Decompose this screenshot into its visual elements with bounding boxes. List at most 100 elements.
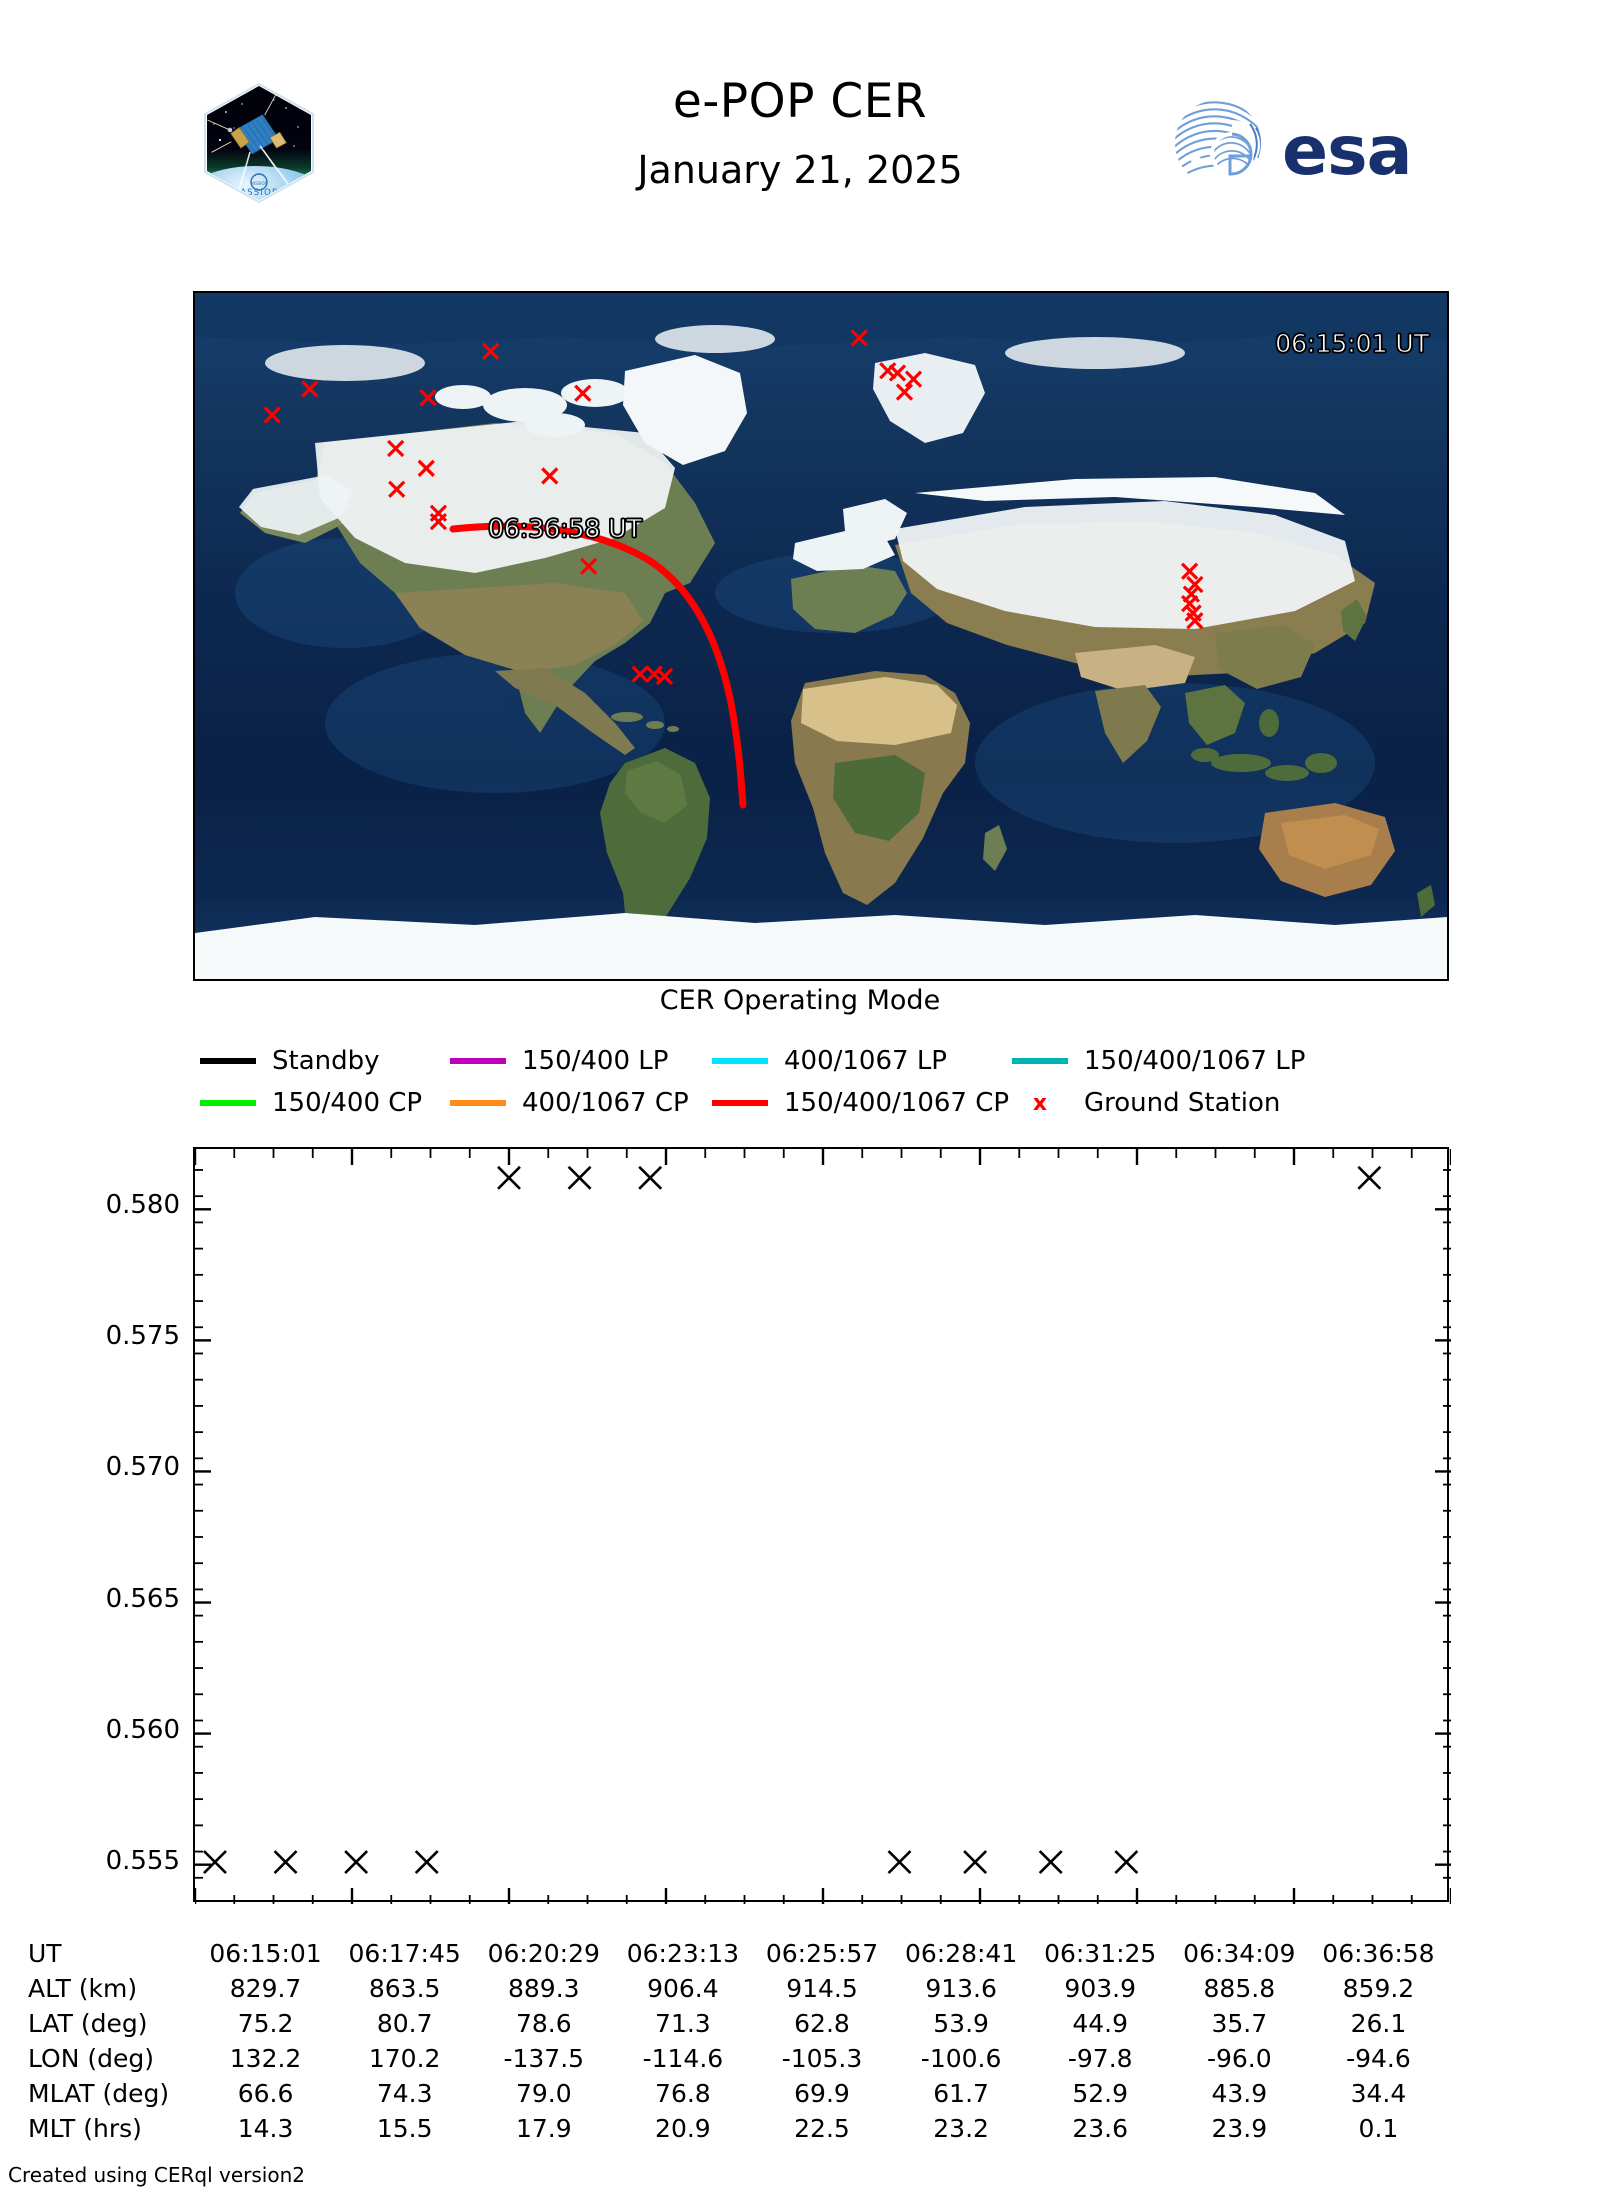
table-cell: 20.9 xyxy=(655,2114,711,2143)
legend-swatch-150-400-cp xyxy=(200,1100,256,1106)
footer-credit: Created using CERql version2 xyxy=(8,2163,305,2187)
ground-station-marker xyxy=(631,665,649,683)
table-cell: 78.6 xyxy=(515,2009,572,2038)
ground-station-marker xyxy=(417,459,435,477)
y-tick-label: 0.565 xyxy=(105,1583,180,1614)
table-cell: 26.1 xyxy=(1350,2009,1407,2038)
ground-station-marker xyxy=(1181,562,1199,580)
table-cell: 43.9 xyxy=(1211,2079,1268,2108)
data-point-marker xyxy=(567,1165,592,1190)
legend-row-1: Standby 150/400 LP 400/1067 LP 150/400/1… xyxy=(200,1040,1450,1082)
table-cell: 76.8 xyxy=(655,2079,711,2108)
table-cell: 35.7 xyxy=(1211,2009,1268,2038)
ground-station-markers xyxy=(263,329,1204,686)
table-cell: 71.3 xyxy=(655,2009,711,2038)
table-row: LAT (deg) 75.2 80.7 78.6 71.3 62.8 53.9 44.9 35.… xyxy=(28,2006,1448,2041)
table-cell: 914.5 xyxy=(786,1974,858,2003)
legend-swatch-standby xyxy=(200,1058,256,1064)
esa-logo-icon: esa xyxy=(1170,98,1460,191)
legend-swatch-150-400-lp xyxy=(450,1058,506,1064)
satellite-ground-track xyxy=(449,522,747,809)
table-cell: 859.2 xyxy=(1342,1974,1415,2003)
table-cell: 66.6 xyxy=(237,2079,294,2108)
legend-label-ground-station: Ground Station xyxy=(1084,1088,1281,1118)
y-tick-label: 0.575 xyxy=(105,1321,180,1352)
table-cell: 06:25:57 xyxy=(765,1939,879,1968)
table-cell: 913.6 xyxy=(925,1974,997,2003)
plot-axis-ticks xyxy=(195,1149,1451,1904)
legend-item-150-400-1067-lp: 150/400/1067 LP xyxy=(1012,1046,1342,1076)
table-row: MLT (hrs) 14.3 15.5 17.9 20.9 22.5 23.2 23.6 23.… xyxy=(28,2111,1448,2146)
ground-station-marker xyxy=(429,513,448,531)
ephemeris-data-table: UT 06:15:01 06:17:45 06:20:29 06:23:13 06:25:… xyxy=(28,1936,1448,2146)
table-cell: 170.2 xyxy=(368,2044,441,2073)
ground-station-marker xyxy=(481,342,500,360)
world-map-svg xyxy=(195,293,1447,979)
legend: Standby 150/400 LP 400/1067 LP 150/400/1… xyxy=(200,1040,1450,1124)
table-cell: 14.3 xyxy=(237,2114,294,2143)
table-row-header: MLAT (deg) xyxy=(28,2079,170,2108)
legend-label-150-400-1067-lp: 150/400/1067 LP xyxy=(1084,1046,1306,1076)
table-row: ALT (km) 829.7 863.5 889.3 906.4 914.5 913.6 90… xyxy=(28,1971,1448,2006)
table-row: UT 06:15:01 06:17:45 06:20:29 06:23:13 06:25:… xyxy=(28,1936,1448,1971)
data-point-marker xyxy=(414,1850,439,1874)
table-cell: 885.8 xyxy=(1203,1974,1276,2003)
map-start-time-label: 06:15:01 UT xyxy=(1275,329,1430,359)
plot-y-tick-labels: 0.580 0.575 0.570 0.565 0.560 0.555 xyxy=(10,1147,180,1902)
ground-station-x-icon: x xyxy=(1032,1090,1048,1116)
ground-station-marker xyxy=(301,380,319,398)
ground-station-marker xyxy=(574,384,592,402)
cer-current-plot xyxy=(193,1147,1451,1904)
ground-station-marker xyxy=(388,480,406,498)
legend-item-standby: Standby xyxy=(200,1046,450,1076)
data-point-marker xyxy=(273,1850,298,1874)
table-row-header: MLT (hrs) xyxy=(28,2114,142,2143)
table-cell: -137.5 xyxy=(503,2044,585,2073)
legend-title: CER Operating Mode xyxy=(659,985,941,1016)
ground-station-marker xyxy=(850,329,868,347)
table-cell: -100.6 xyxy=(920,2044,1002,2073)
data-point-marker xyxy=(887,1850,912,1874)
legend-swatch-150-400-1067-lp xyxy=(1012,1058,1068,1064)
data-point-marker xyxy=(1357,1165,1382,1190)
table-row-header: UT xyxy=(28,1939,62,1968)
table-row: MLAT (deg) 66.6 74.3 79.0 76.8 69.9 61.7 52.9 43… xyxy=(28,2076,1448,2111)
ground-station-marker xyxy=(655,667,674,686)
svg-text:MISSION: MISSION xyxy=(250,181,267,186)
legend-label-150-400-1067-cp: 150/400/1067 CP xyxy=(784,1088,1010,1118)
ground-station-marker xyxy=(387,439,405,458)
title-block: e-POP CER January 21, 2025 xyxy=(400,78,1200,189)
data-point-marker xyxy=(1114,1850,1139,1874)
page-title: e-POP CER xyxy=(672,74,928,129)
ground-station-marker xyxy=(895,383,914,401)
cassiope-logo-text: CASSIOPE xyxy=(233,188,285,198)
table-cell: 22.5 xyxy=(794,2114,850,2143)
table-cell: 0.1 xyxy=(1358,2114,1399,2143)
table-cell: 44.9 xyxy=(1072,2009,1129,2038)
table-cell: 906.4 xyxy=(647,1974,719,2003)
y-tick-label: 0.570 xyxy=(105,1452,180,1483)
table-cell: 74.3 xyxy=(376,2079,433,2108)
table-cell: 889.3 xyxy=(507,1974,580,2003)
esa-logo-text: esa xyxy=(1282,112,1411,188)
legend-item-150-400-cp: 150/400 CP xyxy=(200,1088,450,1118)
table-cell: 34.4 xyxy=(1350,2079,1407,2108)
table-cell: 863.5 xyxy=(368,1974,441,2003)
ground-station-marker xyxy=(419,389,437,407)
table-row: LON (deg) 132.2 170.2 -137.5 -114.6 -105.3 -10… xyxy=(28,2041,1448,2076)
table-cell: 132.2 xyxy=(229,2044,302,2073)
legend-item-400-1067-lp: 400/1067 LP xyxy=(712,1046,1012,1076)
legend-item-150-400-1067-cp: 150/400/1067 CP xyxy=(712,1088,1012,1118)
table-cell: 06:28:41 xyxy=(904,1939,1018,1968)
legend-label-150-400-lp: 150/400 LP xyxy=(522,1046,669,1076)
table-cell: 23.2 xyxy=(933,2114,989,2143)
map-end-time-label: 06:36:58 UT xyxy=(488,514,643,544)
y-tick-label: 0.555 xyxy=(105,1845,180,1876)
table-cell: -96.0 xyxy=(1206,2044,1272,2073)
legend-swatch-150-400-1067-cp xyxy=(712,1100,768,1106)
legend-swatch-400-1067-cp xyxy=(450,1100,506,1106)
legend-row-2: 150/400 CP 400/1067 CP 150/400/1067 CP x… xyxy=(200,1082,1450,1124)
ground-station-marker xyxy=(888,364,907,382)
legend-label-400-1067-lp: 400/1067 LP xyxy=(784,1046,947,1076)
table-cell: 06:17:45 xyxy=(348,1939,461,1968)
